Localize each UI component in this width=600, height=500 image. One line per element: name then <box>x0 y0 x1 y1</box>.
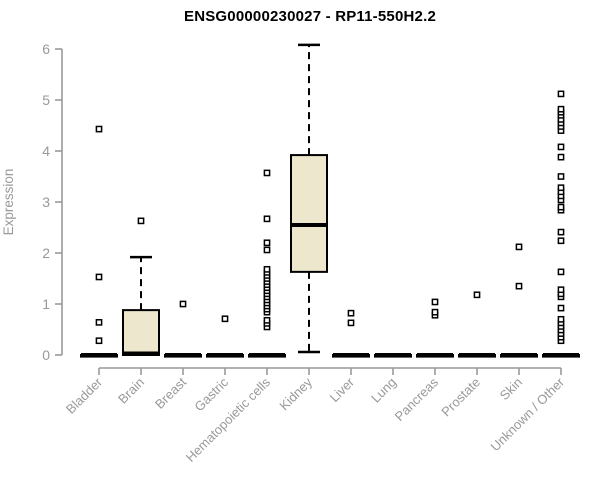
outlier-point <box>263 169 271 177</box>
outlier-point <box>515 282 523 290</box>
y-tick-label: 5 <box>42 92 50 108</box>
y-axis-title: Expression <box>1 169 16 236</box>
x-tick-label: Bladder <box>63 374 106 417</box>
outlier-point <box>95 125 103 133</box>
x-tick-label: Gastric <box>191 374 231 414</box>
x-tick-label: Lung <box>368 375 399 406</box>
outlier-point <box>431 308 439 316</box>
x-tick-label: Kidney <box>276 374 315 413</box>
y-tick-label: 0 <box>42 347 50 363</box>
x-tick-label: Skin <box>497 375 525 403</box>
y-tick-label: 4 <box>42 143 50 159</box>
outlier-point <box>431 298 439 306</box>
outlier-point <box>95 319 103 326</box>
outlier-point <box>263 246 271 254</box>
x-tick-label: Brain <box>115 375 147 407</box>
outlier-point <box>557 286 565 294</box>
outlier-point <box>557 105 565 113</box>
outlier-point <box>557 228 565 236</box>
outlier-point <box>179 300 187 308</box>
y-tick-label: 2 <box>42 245 50 261</box>
x-tick-label: Prostate <box>438 375 483 420</box>
outlier-point <box>347 309 355 317</box>
outlier-point <box>263 316 271 324</box>
outlier-point <box>137 217 145 225</box>
outlier-point <box>221 315 229 323</box>
outlier-point <box>347 319 355 327</box>
outlier-point <box>557 203 565 211</box>
outlier-point <box>95 337 103 345</box>
outlier-point <box>263 215 271 223</box>
outlier-point <box>263 265 271 273</box>
outlier-point <box>557 315 565 323</box>
outlier-point <box>557 268 565 276</box>
outlier-point <box>557 90 565 98</box>
x-tick-label: Breast <box>152 374 189 411</box>
outlier-point <box>515 243 523 251</box>
outlier-point <box>557 173 565 180</box>
x-tick-label: Liver <box>327 374 358 405</box>
outlier-point <box>557 143 565 151</box>
outlier-point <box>557 153 565 161</box>
box-5 <box>290 154 328 273</box>
x-tick-label: Unknown / Other <box>488 374 568 454</box>
box-1 <box>122 309 160 356</box>
outlier-point <box>473 291 481 299</box>
y-tick-label: 1 <box>42 296 50 312</box>
chart-title: ENSG00000230027 - RP11-550H2.2 <box>183 8 436 25</box>
x-tick-label: Pancreas <box>392 374 442 424</box>
y-tick-label: 3 <box>42 194 50 210</box>
outlier-point <box>557 304 565 312</box>
outlier-point <box>557 184 565 192</box>
outlier-point <box>95 273 103 281</box>
outlier-point <box>557 237 565 245</box>
outlier-point <box>263 239 271 247</box>
y-tick-label: 6 <box>42 41 50 57</box>
